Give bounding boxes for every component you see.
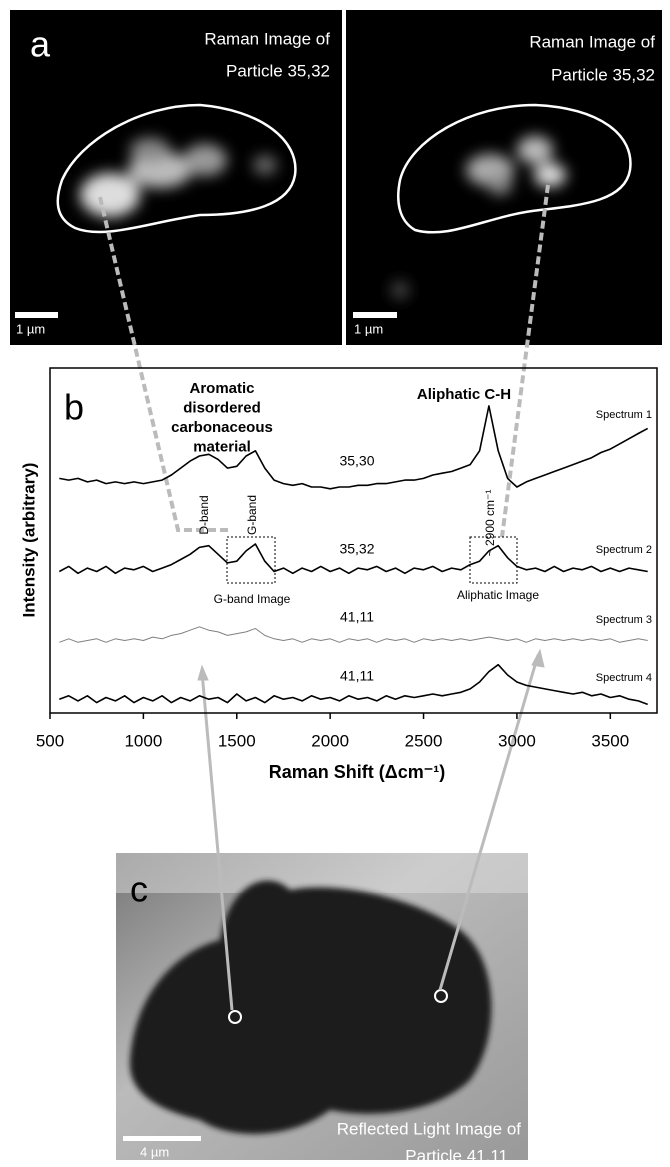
panel-label: b xyxy=(64,387,84,428)
connector-lines xyxy=(98,184,550,1011)
legend-label: Spectrum 2 xyxy=(596,544,652,556)
y-axis-label: Intensity (arbitrary) xyxy=(19,463,38,618)
band-label: ~ 2900 cm⁻¹ xyxy=(483,490,497,557)
raman-image-left xyxy=(10,10,342,345)
particle-label: 41,11 xyxy=(340,668,374,684)
spectrum-line xyxy=(59,663,648,706)
box-label: Aliphatic Image xyxy=(457,588,539,602)
spectrum-line xyxy=(59,405,649,490)
x-tick-label: 1500 xyxy=(218,731,256,750)
image-title: Particle 41,11 xyxy=(405,1146,508,1165)
box-label: G-band Image xyxy=(214,592,291,606)
scale-bar xyxy=(123,1136,201,1141)
reflected-light-image xyxy=(116,853,528,1160)
x-tick-label: 2000 xyxy=(311,731,349,750)
particle-label: 35,32 xyxy=(339,541,374,557)
panel-label: a xyxy=(30,24,51,65)
image-title: Particle 35,32 xyxy=(551,65,655,84)
spectrum-line xyxy=(59,626,648,643)
spectrum-line xyxy=(58,543,648,575)
particle-label: 35,30 xyxy=(339,453,374,469)
x-axis-label: Raman Shift (Δcm⁻¹) xyxy=(269,762,445,782)
plot-frame xyxy=(49,367,658,714)
image-title: Particle 35,32 xyxy=(226,61,330,80)
x-tick-label: 500 xyxy=(36,731,64,750)
x-tick-label: 1000 xyxy=(124,731,162,750)
x-tick-label: 3000 xyxy=(498,731,536,750)
image-title: Reflected Light Image of xyxy=(337,1119,522,1138)
peak-annotation: disordered xyxy=(183,399,261,416)
peak-annotation: material xyxy=(193,438,251,455)
x-tick-label: 2500 xyxy=(405,731,443,750)
x-tick-label: 3500 xyxy=(591,731,629,750)
scale-bar xyxy=(353,312,397,318)
image-title: Raman Image of xyxy=(529,32,655,51)
scale-label: 1 µm xyxy=(354,321,383,336)
legend-label: Spectrum 4 xyxy=(596,672,652,684)
scale-label: 1 µm xyxy=(16,321,45,336)
peak-annotation: Aromatic xyxy=(189,380,254,397)
scale-bar xyxy=(15,312,58,318)
legend-label: Spectrum 3 xyxy=(596,614,652,626)
scale-label: 4 µm xyxy=(140,1144,169,1159)
peak-annotation: Aliphatic C-H xyxy=(417,386,511,403)
legend-label: Spectrum 1 xyxy=(596,409,652,421)
image-title: Raman Image of xyxy=(204,29,330,48)
band-label: D-band xyxy=(197,495,211,534)
raman-image-right xyxy=(346,10,662,345)
panel-label: c xyxy=(130,869,148,910)
peak-annotation: carbonaceous xyxy=(171,419,273,436)
band-label: G-band xyxy=(245,495,259,535)
particle-label: 41,11 xyxy=(340,609,374,625)
spectrum-chart: 500 1000 1500 2000 2500 3000 3500 Spectrum 1 35,… xyxy=(19,367,658,782)
